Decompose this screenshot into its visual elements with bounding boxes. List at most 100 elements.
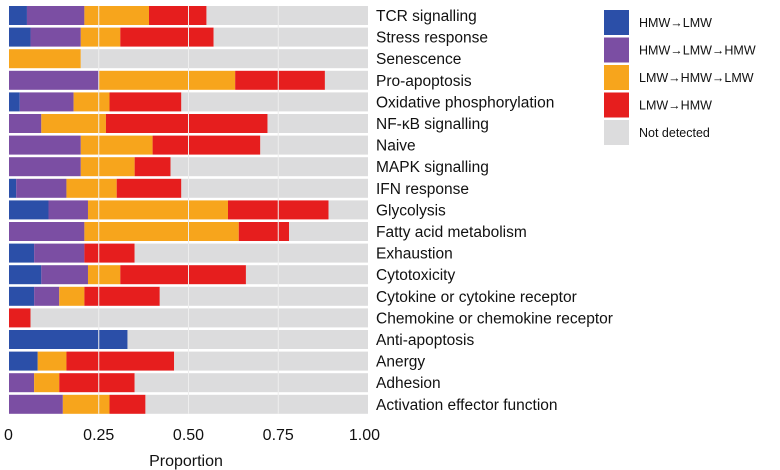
bar-segment-1 <box>9 222 85 241</box>
category-label: Oxidative phosphorylation <box>376 94 554 111</box>
bar-segment-3 <box>149 6 207 25</box>
x-axis-label: Proportion <box>149 453 223 470</box>
bar-segment-4 <box>181 92 368 112</box>
category-label: Anti-apoptosis <box>376 332 474 349</box>
x-tick-label: 0.25 <box>83 427 114 444</box>
bar-segment-2 <box>87 265 121 285</box>
bar-segment-4 <box>206 6 368 25</box>
bar-segment-1 <box>34 286 60 306</box>
category-label: Cytotoxicity <box>376 267 455 284</box>
legend-swatch <box>604 92 629 118</box>
bar-segment-4 <box>134 373 368 393</box>
bars <box>9 6 369 414</box>
legend-label: HMW→LMW <box>639 16 712 30</box>
category-label: TCR signalling <box>376 8 477 25</box>
bar-segment-1 <box>9 394 63 414</box>
bar-segment-0 <box>9 330 128 349</box>
bar-segment-2 <box>59 286 85 306</box>
legend-swatch <box>604 120 629 145</box>
legend-label: Not detected <box>639 126 710 140</box>
bar-segment-0 <box>9 178 17 198</box>
category-label: Naive <box>376 138 416 155</box>
x-axis-ticks: 0 0.25 0.50 0.75 1.00 <box>4 427 380 444</box>
bar-segment-0 <box>9 92 20 112</box>
bar-segment-3 <box>238 222 290 241</box>
bar-segment-1 <box>9 157 81 177</box>
x-tick-label: 0.75 <box>263 427 294 444</box>
bar-segment-3 <box>59 373 135 393</box>
category-label: Fatty acid metabolism <box>376 224 527 241</box>
bar-segment-4 <box>267 114 368 133</box>
bar-segment-1 <box>41 265 88 285</box>
bar-segment-4 <box>127 330 368 349</box>
bar-segment-1 <box>34 243 85 263</box>
bar-segment-3 <box>66 351 175 371</box>
bar-segment-2 <box>62 394 110 414</box>
bar-segment-4 <box>213 27 368 47</box>
bar-segment-1 <box>16 178 67 198</box>
bar-segment-3 <box>105 114 268 133</box>
bar-segment-3 <box>109 394 146 414</box>
bar-segment-2 <box>84 6 150 25</box>
bar-segment-3 <box>109 92 182 112</box>
bar-segment-2 <box>37 351 67 371</box>
category-label: Senescence <box>376 51 461 68</box>
x-tick-label: 1.00 <box>349 427 380 444</box>
category-label: Anergy <box>376 354 425 371</box>
bar-segment-0 <box>9 351 38 371</box>
bar-segment-4 <box>159 286 368 306</box>
bar-segment-3 <box>120 265 246 285</box>
bar-segment-0 <box>9 6 27 25</box>
category-label: NF-κB signalling <box>376 116 489 133</box>
bar-segment-2 <box>87 200 228 220</box>
bar-segment-4 <box>134 243 368 263</box>
category-label: Adhesion <box>376 375 441 392</box>
bar-segment-4 <box>328 200 368 220</box>
category-label: MAPK signalling <box>376 159 489 176</box>
bar-segment-4 <box>174 351 368 371</box>
bar-segment-1 <box>48 200 88 220</box>
legend-label: HMW→LMW→HMW <box>639 44 756 58</box>
category-label: Stress response <box>376 30 488 47</box>
bar-segment-4 <box>289 222 368 241</box>
category-label: Exhaustion <box>376 246 453 263</box>
bar-segment-4 <box>145 394 368 414</box>
legend-swatch <box>604 37 629 63</box>
category-label: IFN response <box>376 181 469 198</box>
bar-segment-2 <box>80 157 135 177</box>
legend-swatch <box>604 10 629 35</box>
bar-segment-0 <box>9 286 35 306</box>
bar-segment-1 <box>26 6 85 25</box>
bar-segment-4 <box>181 178 368 198</box>
category-label: Pro-apoptosis <box>376 73 472 90</box>
bar-segment-4 <box>170 157 368 177</box>
bar-segment-2 <box>66 178 117 198</box>
bar-segment-2 <box>41 114 106 133</box>
bar-segment-1 <box>19 92 74 112</box>
bar-segment-0 <box>9 243 35 263</box>
legend-label: LMW→HMW→LMW <box>639 71 754 85</box>
bar-segment-3 <box>134 157 171 177</box>
bar-segment-4 <box>80 49 369 69</box>
bar-segment-4 <box>245 265 368 285</box>
legend-label: LMW→HMW <box>639 99 712 113</box>
x-tick-label: 0.50 <box>173 427 204 444</box>
bar-segment-2 <box>98 70 236 90</box>
category-labels: TCR signalling Stress response Senescence P… <box>376 8 613 414</box>
category-label: Cytokine or cytokine receptor <box>376 289 577 306</box>
bar-segment-3 <box>152 135 261 155</box>
legend: HMW→LMW HMW→LMW→HMW LMW→HMW→LMW LMW→HMW Not … <box>604 10 756 145</box>
bar-segment-3 <box>116 178 182 198</box>
bar-segment-3 <box>235 70 325 90</box>
bar-segment-1 <box>9 135 81 155</box>
bar-segment-2 <box>34 373 60 393</box>
bar-segment-2 <box>84 222 239 241</box>
bar-segment-1 <box>9 373 35 393</box>
x-tick-label: 0 <box>4 427 13 444</box>
bar-segment-2 <box>9 49 81 69</box>
category-label: Activation effector function <box>376 397 558 414</box>
bar-segment-0 <box>9 200 49 220</box>
bar-segment-1 <box>9 70 99 90</box>
legend-swatch <box>604 65 629 90</box>
bar-segment-1 <box>30 27 81 47</box>
